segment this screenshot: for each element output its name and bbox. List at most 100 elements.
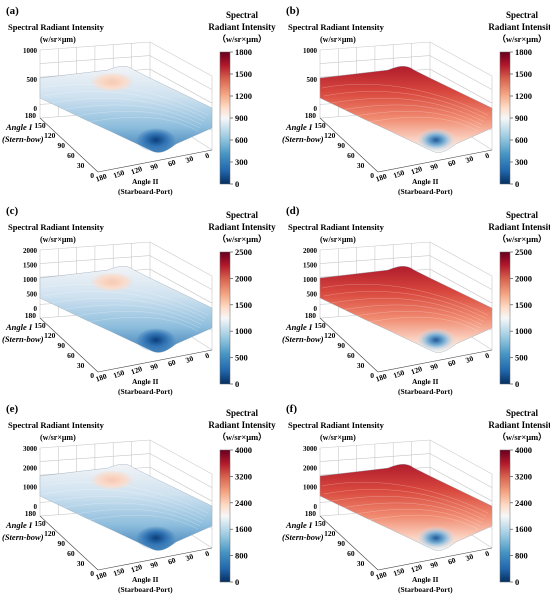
colorbar-tick-label: 2000 — [515, 273, 532, 283]
angle1-tick-label: 0 — [370, 371, 374, 380]
angle1-tick-label: 0 — [90, 371, 94, 380]
gridline — [429, 68, 493, 104]
colorbar-tick-label: 900 — [235, 113, 248, 123]
colorbar-tick-label: 500 — [235, 353, 248, 363]
colorbar-gradient — [219, 51, 231, 185]
colorbar-tick-label: 800 — [235, 551, 248, 561]
angle2-tick-label: 120 — [410, 562, 424, 574]
panel-label: (f) — [286, 403, 297, 415]
colorbar: Spectral Radiant Intensity （w/sr×μm） 0 300 60… — [208, 10, 276, 189]
colorbar-tick-label: 1500 — [235, 69, 252, 79]
angle2-tick-label: 60 — [447, 357, 457, 368]
angle2-tick-label: 0 — [204, 151, 211, 161]
colorbar-gradient — [499, 51, 511, 185]
colorbar-unit: （w/sr×μm） — [497, 234, 546, 244]
angle2-tick-label: 60 — [167, 357, 177, 368]
angle2-axis-subtitle: (Starboard-Port) — [118, 187, 173, 196]
z-tick-label: 3000 — [303, 445, 318, 453]
angle2-axis-line — [377, 349, 493, 373]
angle1-tick-label: 180 — [25, 509, 37, 518]
colorbar-tick-label: 600 — [235, 135, 248, 145]
angle2-tick-label: 0 — [484, 351, 491, 361]
colorbar-tick-label: 1000 — [515, 326, 532, 336]
angle1-tick-label: 90 — [58, 141, 66, 150]
surface — [319, 464, 493, 551]
angle2-tick-label: 180 — [374, 371, 388, 383]
contour-line — [47, 502, 203, 524]
colorbar-tick-label: 4000 — [235, 445, 252, 455]
colorbar-tick-label: 0 — [515, 577, 519, 587]
contour-line — [43, 489, 207, 517]
contour-line — [321, 283, 489, 316]
contour-line — [325, 496, 485, 520]
z-tick-label: 1000 — [303, 484, 318, 492]
angle2-tick-label: 90 — [429, 559, 439, 570]
z-tick-label: 1000 — [303, 276, 318, 284]
colorbar-tick-label: 0 — [515, 179, 519, 189]
angle1-tick-label: 150 — [34, 121, 46, 130]
front-axes — [39, 117, 213, 173]
angle2-tick-label: 180 — [94, 569, 108, 581]
panel-b: (b) Spectral Radiant Intensity (w/sr×μm) 0 5… — [282, 5, 550, 196]
z-tick-label: 2000 — [23, 247, 38, 255]
z-tick-label: 2000 — [303, 247, 318, 255]
gridline — [149, 68, 213, 104]
z-tick-label: 3000 — [23, 445, 38, 453]
colorbar-tick-label: 2400 — [515, 498, 532, 508]
angle1-axis-subtitle: (Stern-bow) — [282, 134, 324, 144]
angle2-tick-label: 30 — [184, 154, 194, 165]
contour-line — [51, 316, 199, 332]
angle1-tick-label: 120 — [44, 331, 56, 340]
angle2-axis-title: Angle II — [132, 177, 159, 186]
contour-line — [325, 98, 485, 122]
angle1-tick-label: 120 — [44, 529, 56, 538]
z-axis-unit: (w/sr×μm) — [320, 235, 356, 244]
angle2-tick-label: 60 — [167, 555, 177, 566]
angle2-axis-title: Angle II — [412, 377, 439, 386]
colorbar-tick-label: 2400 — [235, 498, 252, 508]
colorbar-tick-label: 1600 — [235, 524, 252, 534]
colorbar-tick-label: 0 — [235, 577, 239, 587]
z-tick-label: 1000 — [23, 47, 38, 55]
surface-dip — [416, 328, 456, 352]
colorbar-gradient — [499, 449, 511, 583]
z-tick-label: 0 — [314, 105, 318, 113]
angle2-tick-label: 180 — [374, 171, 388, 183]
angle2-tick-label: 60 — [447, 157, 457, 168]
colorbar-unit: （w/sr×μm） — [217, 234, 266, 244]
gridline — [429, 466, 493, 502]
z-tick-label: 1500 — [23, 262, 38, 270]
colorbar-tick-label: 0 — [235, 379, 239, 389]
panel-label: (e) — [6, 403, 19, 415]
gridline — [429, 453, 493, 488]
angle2-tick-label: 30 — [464, 154, 474, 165]
angle2-tick-label: 30 — [464, 354, 474, 365]
colorbar-tick-label: 2000 — [235, 273, 252, 283]
angle2-tick-label: 150 — [112, 566, 126, 578]
panel-label: (b) — [286, 5, 300, 17]
colorbar-tick-label: 300 — [515, 157, 528, 167]
angle2-tick-label: 120 — [130, 164, 144, 176]
colorbar-tick-label: 1600 — [515, 524, 532, 534]
z-tick-label: 1000 — [23, 276, 38, 284]
contour-line — [323, 91, 487, 119]
contour-line — [49, 311, 201, 329]
angle1-tick-label: 90 — [58, 341, 66, 350]
z-tick-label: 500 — [27, 76, 38, 84]
colorbar-gradient — [499, 251, 511, 385]
angle2-axis-subtitle: (Starboard-Port) — [398, 585, 453, 594]
angle2-axis-line — [97, 349, 213, 373]
z-tick-label: 0 — [34, 503, 38, 511]
angle1-axis-title: Angle I — [5, 520, 33, 530]
contour-line — [47, 104, 203, 126]
colorbar-tick-label: 900 — [515, 113, 528, 123]
contour-line — [327, 104, 483, 126]
contour-line — [45, 496, 205, 520]
angle1-tick-label: 180 — [305, 509, 317, 518]
colorbar-tick-label: 3200 — [235, 471, 252, 481]
angle1-tick-label: 60 — [67, 151, 75, 160]
z-axis-unit: (w/sr×μm) — [320, 433, 356, 442]
surface — [39, 66, 213, 153]
